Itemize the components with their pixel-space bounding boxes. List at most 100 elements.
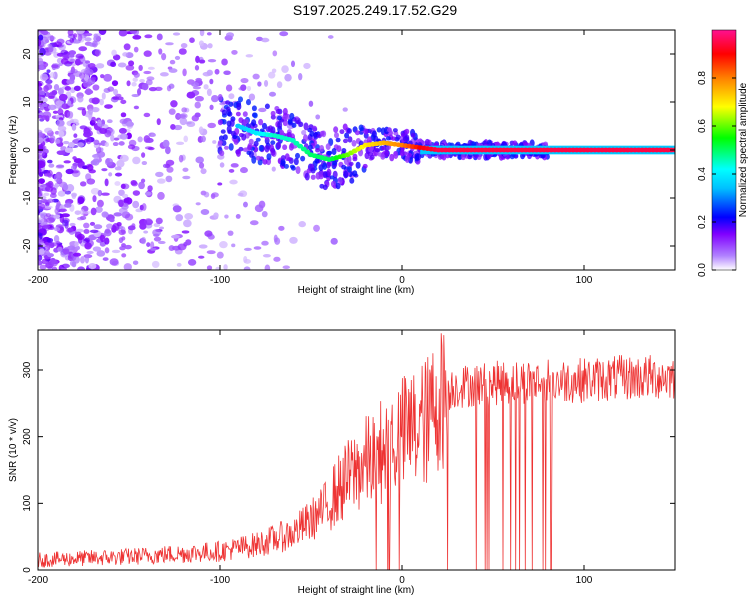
heatmap-cell: [38, 89, 45, 97]
heatmap-cell: [60, 49, 68, 55]
heatmap-cell: [322, 162, 328, 170]
heatmap-cell: [118, 229, 126, 236]
heatmap-cell: [248, 138, 254, 145]
heatmap-cell: [114, 181, 121, 186]
heatmap-cell: [147, 147, 155, 151]
heatmap-cell: [211, 192, 219, 198]
heatmap-cell: [104, 142, 109, 148]
heatmap-cell: [333, 126, 339, 134]
heatmap-cell: [92, 158, 100, 166]
heatmap-cell: [122, 52, 129, 57]
heatmap-cell: [287, 118, 293, 125]
heatmap-cell: [195, 77, 202, 82]
heatmap-cell: [103, 73, 113, 82]
heatmap-cell: [523, 141, 529, 147]
heatmap-cell: [66, 79, 75, 85]
heatmap-cell: [91, 40, 98, 48]
heatmap-cell: [143, 70, 152, 75]
heatmap-cell: [304, 172, 310, 181]
heatmap-cell: [270, 140, 276, 146]
heatmap-cell: [262, 254, 271, 258]
heatmap-cell: [293, 157, 299, 166]
heatmap-cell: [91, 97, 100, 105]
heatmap-cell: [66, 184, 75, 192]
heatmap-cell: [376, 127, 382, 133]
heatmap-cell: [123, 43, 131, 51]
heatmap-cell: [222, 134, 228, 141]
heatmap-cell: [69, 38, 75, 43]
heatmap-cell: [223, 70, 231, 76]
heatmap-cell: [402, 151, 408, 156]
heatmap-cell: [325, 143, 331, 151]
heatmap-cell: [243, 118, 249, 125]
heatmap-cell: [62, 183, 69, 191]
heatmap-cell: [122, 193, 129, 199]
heatmap-cell: [221, 140, 227, 147]
heatmap-cell: [165, 175, 173, 183]
heatmap-cell: [251, 119, 257, 126]
heatmap-cell: [335, 137, 341, 143]
heatmap-cell: [61, 103, 70, 110]
heatmap-cell: [75, 245, 80, 251]
heatmap-cell: [225, 84, 233, 92]
heatmap-cell: [156, 33, 163, 41]
heatmap-cell: [42, 102, 48, 108]
heatmap-cell: [66, 227, 74, 233]
heatmap-cell: [87, 63, 96, 69]
heatmap-cell: [98, 30, 107, 35]
heatmap-cell: [315, 148, 321, 153]
heatmap-cell: [105, 223, 114, 229]
heatmap-cell: [289, 236, 298, 244]
top-y-axis-label: Frequency (Hz): [8, 116, 19, 185]
heatmap-cell: [235, 214, 241, 219]
heatmap-cell: [91, 154, 98, 158]
heatmap-cell: [227, 230, 234, 236]
heatmap-cell: [111, 49, 117, 57]
heatmap-cell: [45, 185, 54, 192]
heatmap-cell: [354, 130, 360, 136]
heatmap-cell: [111, 249, 121, 254]
heatmap-cell: [65, 168, 74, 175]
heatmap-cell: [73, 133, 78, 138]
heatmap-cell: [156, 118, 161, 126]
heatmap-cell: [127, 144, 136, 150]
heatmap-cell: [39, 73, 49, 82]
heatmap-cell: [73, 158, 83, 164]
heatmap-cell: [228, 168, 235, 173]
heatmap-cell: [113, 137, 120, 141]
heatmap-cell: [402, 135, 408, 142]
colorbar-label: Normalized spectral amplitude: [738, 82, 749, 217]
heatmap-cell: [73, 252, 82, 257]
heatmap-cell: [156, 178, 166, 184]
bottom-x-axis-label: Height of straight line (km): [298, 585, 415, 596]
colorbar-tick-label: 0.8: [697, 71, 708, 85]
heatmap-cell: [341, 164, 347, 170]
heatmap-cell: [53, 227, 61, 232]
heatmap-cell: [143, 112, 151, 118]
heatmap-cell: [263, 79, 269, 87]
heatmap-cell: [77, 196, 85, 205]
heatmap-cell: [38, 129, 43, 135]
heatmap-cell: [39, 195, 47, 200]
heatmap-cell: [473, 153, 479, 159]
heatmap-cell: [282, 144, 288, 151]
heatmap-cell: [217, 93, 223, 102]
heatmap-cell: [242, 201, 248, 208]
heatmap-cell: [40, 198, 48, 203]
heatmap-cell: [54, 138, 61, 144]
heatmap-cell: [64, 202, 72, 208]
heatmap-cell: [247, 144, 253, 150]
heatmap-cell: [268, 125, 274, 133]
heatmap-cell: [38, 212, 48, 216]
heatmap-cell: [233, 138, 239, 145]
heatmap-cell: [228, 93, 235, 100]
heatmap-cell: [314, 158, 320, 164]
heatmap-cell: [166, 85, 172, 92]
heatmap-cell: [99, 127, 108, 134]
heatmap-cell: [128, 60, 135, 67]
heatmap-cell: [180, 42, 188, 49]
heatmap-cell: [132, 34, 142, 40]
heatmap-cell: [200, 168, 207, 175]
heatmap-cell: [206, 32, 212, 36]
heatmap-cell: [285, 113, 291, 120]
